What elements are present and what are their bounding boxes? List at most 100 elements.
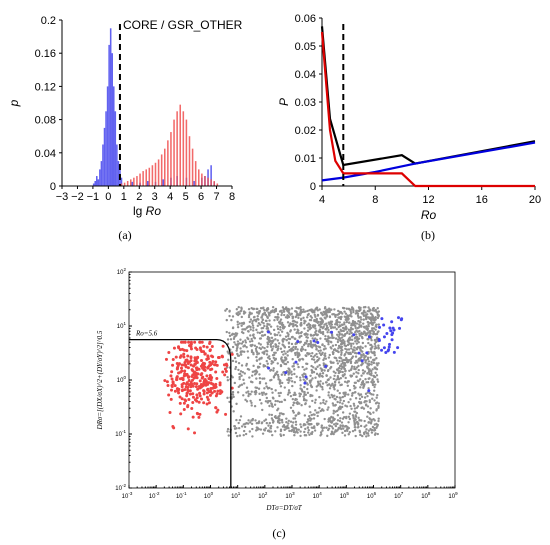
data-point [343,363,346,367]
data-point [292,322,295,326]
data-point [247,307,251,311]
data-point [238,372,242,376]
data-point [332,423,336,426]
data-point [207,381,211,385]
data-point [196,387,200,391]
data-point [310,379,313,382]
data-point [278,414,281,417]
y-tick-exponent: -1 [122,429,126,434]
data-point [203,352,207,356]
data-point [283,386,286,389]
data-point [351,324,354,327]
data-point [205,395,209,399]
data-point [368,400,372,404]
data-point [248,320,252,324]
data-point [282,353,285,356]
data-point [367,387,370,390]
data-point [275,370,279,374]
histogram-bar [109,28,112,186]
data-point [206,387,210,391]
data-point [269,399,272,403]
y-tick-label: 0.03 [295,97,316,109]
data-point [359,345,362,348]
data-point [223,373,227,377]
data-point [239,351,242,354]
data-point [233,424,236,428]
data-point [353,346,356,349]
data-point [306,387,309,391]
data-point [296,348,299,351]
data-point [245,362,248,366]
data-point [298,359,301,362]
data-point [315,333,319,337]
data-point [180,366,184,370]
data-point [238,418,242,422]
data-point [221,370,225,374]
data-point [365,428,368,431]
data-point [285,417,288,420]
data-point [205,391,209,395]
data-point [316,423,319,427]
data-point [171,380,175,384]
data-point [308,405,311,408]
data-point [178,395,182,399]
data-point [318,351,321,355]
data-point [347,400,350,404]
data-point [283,425,286,429]
data-point [370,372,373,375]
data-point [290,370,293,373]
data-point [272,339,275,342]
data-point [277,321,281,324]
data-point [368,363,371,366]
data-point [182,352,186,356]
data-point [251,324,255,327]
data-point [218,383,222,387]
data-point [298,402,301,405]
data-point [192,376,196,380]
data-point [340,345,344,348]
data-point [237,385,241,389]
data-point [283,338,286,341]
data-point [325,374,328,377]
data-point [258,373,261,376]
data-point [282,412,285,416]
data-point [233,356,237,360]
data-point [334,371,337,375]
data-point [312,326,315,329]
data-point [360,374,363,377]
data-point [356,314,360,318]
data-point [200,376,204,380]
data-point [323,369,326,372]
data-point [309,318,313,322]
histogram-bar [120,177,123,186]
data-point [237,305,240,309]
x-tick-label: −2 [71,191,84,203]
data-point [200,372,204,376]
data-point [257,387,261,390]
data-point [343,380,347,384]
data-point [327,378,330,381]
data-point [258,358,261,361]
data-point [319,311,323,315]
data-point [286,321,290,324]
data-point [214,370,218,374]
data-point [242,321,246,325]
data-point [338,332,341,335]
data-point [193,370,197,374]
data-point [282,313,286,317]
data-point [262,351,266,355]
data-point [187,389,191,393]
data-point [360,359,364,363]
data-point [236,391,240,394]
data-point [366,362,369,365]
histogram-bar [185,119,188,186]
data-point [308,433,311,437]
data-point [340,351,343,355]
histogram-bar [92,183,95,186]
histogram-bar [194,161,197,186]
data-point [334,313,338,317]
data-point [170,370,174,374]
data-point [334,337,338,340]
data-point [249,399,252,403]
data-point [320,374,324,378]
